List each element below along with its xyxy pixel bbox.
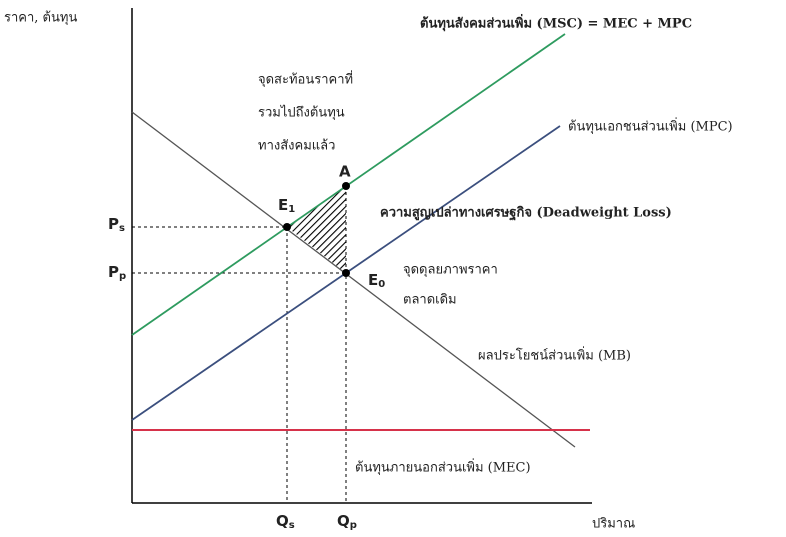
mpc-label: ต้นทุนเอกชนส่วนเพิ่ม (MPC)	[568, 118, 733, 135]
y-axis-label: ราคา, ต้นทุน	[4, 11, 77, 26]
label-e1: E1	[278, 196, 295, 216]
note-line: จุดดุลยภาพราคา	[403, 263, 498, 278]
deadweight-label: ความสูญเปล่าทางเศรษฐกิจ (Deadweight Loss…	[380, 206, 672, 222]
note-line: ตลาดเดิม	[403, 293, 457, 308]
note-line: รวมไปถึงต้นทุน	[258, 105, 345, 121]
msc-label: ต้นทุนสังคมส่วนเพิ่ม (MSC) = MEC + MPC	[420, 14, 692, 32]
label-pp: Pp	[108, 263, 126, 283]
mb-label: ผลประโยชน์ส่วนเพิ่ม (MB)	[478, 347, 631, 364]
label-qp: Qp	[337, 512, 357, 532]
label-a: A	[339, 163, 351, 181]
label-ps: Ps	[108, 215, 125, 235]
note-line: ทางสังคมแล้ว	[258, 139, 335, 154]
point-e0	[342, 269, 350, 277]
point-a	[342, 182, 350, 190]
mec-label: ต้นทุนภายนอกส่วนเพิ่ม (MEC)	[355, 459, 531, 476]
label-e0: E0	[368, 271, 385, 291]
note-line: จุดสะท้อนราคาที่	[258, 71, 353, 88]
mb-line	[131, 111, 576, 448]
x-axis-label: ปริมาณ	[592, 517, 635, 532]
deadweight-area	[287, 186, 346, 273]
point-e1	[283, 223, 291, 231]
label-qs: Qs	[276, 512, 295, 532]
